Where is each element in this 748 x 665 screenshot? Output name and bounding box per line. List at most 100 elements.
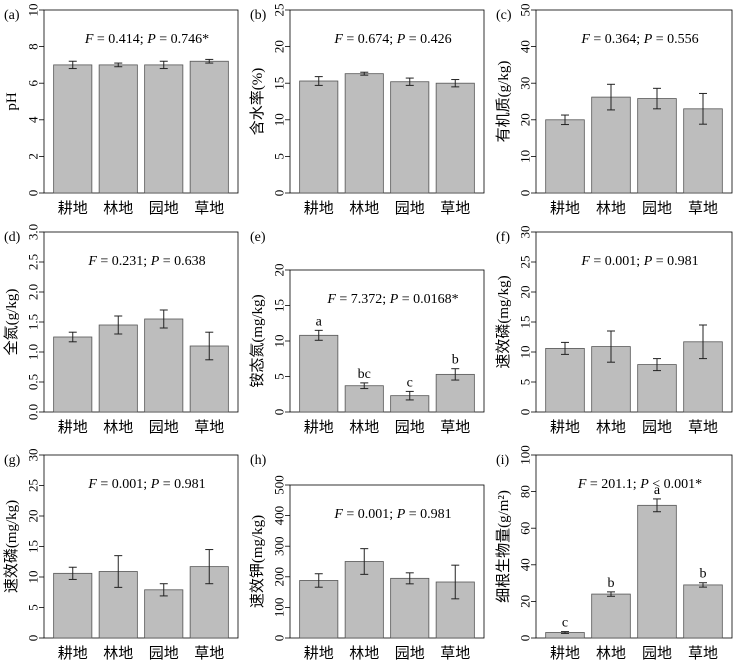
chart-panel-3: (c) 0 10 20 30 40 50 有机质(g/kg) 耕地 林地 园地 草地 F = 0.364…	[495, 4, 733, 217]
significance-letter: a	[316, 314, 323, 329]
y-tick-label: 0	[272, 635, 287, 642]
x-tick-label: 草地	[440, 419, 470, 436]
y-tick-label: 2	[26, 153, 41, 160]
bar	[299, 80, 339, 194]
significance-letter: bc	[358, 367, 371, 382]
y-tick-label: 0	[518, 409, 533, 416]
x-tick-label: 耕地	[58, 644, 88, 662]
panel-label: (d)	[4, 230, 21, 245]
stat-symbol: F	[580, 32, 590, 47]
bar	[299, 334, 339, 413]
y-tick-label: 0	[26, 635, 41, 642]
y-tick-label: 10	[518, 150, 533, 163]
y-tick-label: 5	[518, 379, 533, 386]
y-tick-label: 60	[518, 522, 533, 535]
plot-frame	[535, 9, 733, 194]
y-tick-label: 0	[26, 190, 41, 197]
x-tick-label: 林地	[596, 419, 626, 436]
bar	[637, 504, 677, 639]
x-tick-label: 林地	[349, 645, 379, 662]
stat-value: = 0.0168*	[398, 292, 458, 307]
bar	[390, 577, 430, 639]
y-tick-label: 1.5	[26, 314, 41, 330]
stat-value: = 0.414;	[93, 32, 147, 47]
plot-frame	[43, 9, 239, 194]
panel-label: (h)	[250, 453, 267, 468]
x-tick-label: 园地	[395, 419, 425, 436]
bar	[637, 98, 677, 194]
panel-label: (b)	[250, 8, 267, 23]
stat-symbol: P	[150, 254, 160, 269]
chart-panel-8: (h) 0 100 200 300 400 500 速效钾(mg/kg) 耕地 林地 园地 草地 F =…	[249, 453, 485, 662]
x-tick-label: 园地	[642, 645, 672, 662]
panel-label: (c)	[496, 8, 512, 23]
y-axis-label: 速效磷(mg/kg)	[3, 500, 20, 593]
plot-frame	[289, 484, 485, 639]
stat-value: < 0.001*	[649, 477, 702, 492]
bar	[98, 324, 138, 413]
x-tick-label: 园地	[149, 200, 179, 217]
y-tick-label: 10	[26, 571, 41, 584]
stat-annotation: F = 201.1; P < 0.001*	[577, 477, 702, 492]
y-tick-label: 30	[518, 77, 533, 90]
y-tick-label: 10	[518, 346, 533, 359]
bar	[189, 60, 229, 194]
y-tick-label: 5	[272, 373, 287, 380]
chart-panel-6: (f) 0 5 10 15 20 25 30 速效磷(mg/kg) 耕地 林地 园地 草地 F = 0.0…	[495, 226, 733, 436]
stat-symbol: F	[577, 477, 587, 492]
chart-panel-1: (a) 0 2 4 6 8 10 pH 耕地 林地 园地 草地 F = 0.414; P = 0.746…	[4, 4, 239, 217]
y-axis-label: pH	[4, 92, 20, 111]
y-axis-label: 速效磷(mg/kg)	[495, 275, 512, 368]
y-tick-label: 5	[272, 153, 287, 160]
y-tick-label: 100	[272, 598, 287, 618]
panel-label: (f)	[496, 230, 510, 245]
x-tick-label: 林地	[349, 419, 379, 436]
y-tick-label: 20	[518, 113, 533, 126]
stat-value: = 201.1;	[586, 477, 640, 492]
bar	[344, 385, 384, 413]
y-tick-label: 0	[518, 190, 533, 197]
x-tick-label: 草地	[194, 645, 224, 662]
x-tick-label: 草地	[440, 645, 470, 662]
stat-symbol: P	[639, 477, 649, 492]
x-tick-label: 园地	[149, 419, 179, 436]
significance-letter: a	[654, 483, 661, 498]
bar	[591, 593, 631, 639]
y-tick-label: 80	[518, 485, 533, 498]
y-tick-label: 3.0	[26, 224, 41, 240]
x-tick-label: 林地	[103, 645, 133, 662]
y-tick-label: 4	[26, 116, 41, 123]
y-tick-label: 300	[272, 536, 287, 556]
stat-annotation: F = 0.364; P = 0.556	[580, 32, 698, 47]
y-tick-label: 50	[518, 4, 533, 17]
stat-value: = 0.981	[652, 254, 698, 269]
panel-label: (g)	[4, 453, 21, 468]
panel-label: (a)	[4, 8, 20, 23]
y-tick-label: 20	[518, 286, 533, 299]
y-tick-label: 5	[26, 604, 41, 611]
y-tick-label: 30	[26, 449, 41, 462]
x-tick-label: 耕地	[58, 199, 88, 217]
stat-symbol: F	[333, 32, 343, 47]
y-axis-label: 全氮(g/kg)	[2, 289, 20, 356]
stat-symbol: P	[150, 477, 160, 492]
stat-value: = 0.556	[652, 32, 698, 47]
x-tick-label: 耕地	[550, 199, 580, 217]
x-tick-label: 耕地	[304, 418, 334, 436]
stat-value: = 0.981	[405, 507, 451, 522]
y-tick-label: 100	[518, 445, 533, 465]
y-tick-label: 2.5	[26, 254, 41, 270]
x-tick-label: 耕地	[550, 418, 580, 436]
x-tick-label: 耕地	[304, 644, 334, 662]
stat-symbol: P	[643, 32, 653, 47]
stat-value: = 0.638	[159, 254, 205, 269]
stat-value: = 0.001;	[97, 477, 151, 492]
bar	[683, 584, 723, 639]
stat-symbol: P	[643, 254, 653, 269]
x-tick-label: 草地	[688, 645, 718, 662]
x-tick-label: 草地	[194, 419, 224, 436]
y-axis-label: 速效钾(mg/kg)	[249, 515, 266, 608]
stat-annotation: F = 0.001; P = 0.981	[580, 254, 698, 269]
chart-panel-7: (g) 0 5 10 15 20 25 30 速效磷(mg/kg) 耕地 林地 园地 草地 F = 0.0…	[3, 449, 239, 662]
bar	[144, 64, 184, 194]
